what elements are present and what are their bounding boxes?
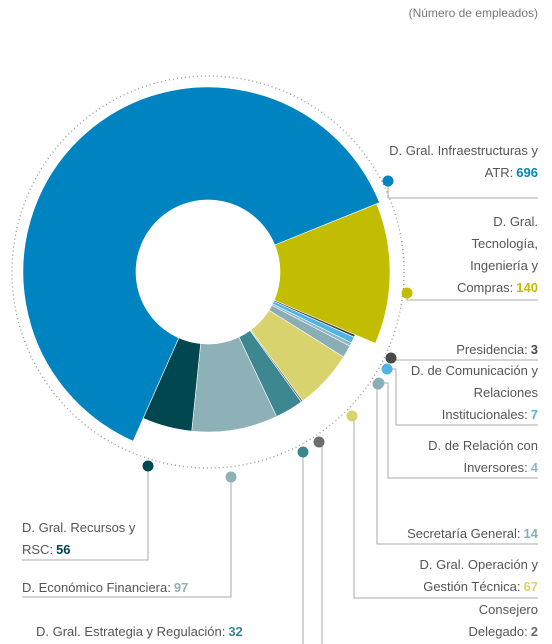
slice-label: D. de Comunicación y Relaciones Instituc…	[388, 360, 538, 426]
slice-label: D. Económico Financiera: 97	[22, 577, 222, 599]
subtitle: (Número de empleados)	[408, 6, 538, 20]
value-label: 4	[530, 460, 538, 475]
label-dot	[225, 471, 237, 483]
slice-label: D. de Relación con Inversores: 4	[398, 435, 538, 479]
value-label: 696	[516, 165, 538, 180]
label-dot	[346, 410, 358, 422]
leader-line	[22, 477, 232, 598]
category-name: D. de Relación con Inversores:	[428, 438, 538, 475]
label-dot	[385, 352, 397, 364]
leader-line	[387, 181, 538, 199]
label-dot	[313, 436, 325, 448]
slice-label: D. Gral. Estrategia y Regulación: 32	[36, 621, 306, 643]
slice-label: Presidencia: 3	[388, 339, 538, 361]
category-name: Secretaría General:	[407, 526, 521, 541]
label-dot	[297, 446, 309, 458]
value-label: 32	[228, 624, 243, 639]
slice-label: D. Gral. Infraestructuras y ATR: 696	[368, 140, 538, 184]
value-label: 140	[516, 280, 538, 295]
value-label: 67	[523, 579, 538, 594]
value-label: 7	[530, 407, 538, 422]
dotted-ring	[11, 75, 405, 469]
label-dot	[401, 287, 413, 299]
leader-line	[319, 441, 323, 644]
value-label: 3	[530, 342, 538, 357]
category-name: D. Gral. Infraestructuras y ATR:	[389, 143, 538, 180]
label-dot	[381, 363, 393, 375]
label-dot	[142, 460, 154, 472]
category-name: Presidencia:	[456, 342, 528, 357]
slice-label: D. Gral. Operación y Gestión Técnica: 67	[388, 554, 539, 598]
slice-label: Secretaría General: 14	[368, 523, 538, 545]
category-name: D. Gral. Operación y Gestión Técnica:	[419, 557, 539, 594]
slice-label: D. Gral. Tecnología, Ingeniería y Compra…	[428, 211, 538, 299]
slice-label: Consejero Delegado: 2	[428, 599, 538, 643]
slice	[142, 337, 201, 432]
slice	[22, 86, 380, 442]
category-name: D. de Comunicación y Relaciones Instituc…	[410, 363, 538, 422]
value-label: 2	[530, 624, 538, 639]
category-name: D. Gral. Recursos y RSC:	[22, 520, 136, 557]
value-label: 97	[173, 580, 189, 595]
category-name: D. Gral. Estrategia y Regulación:	[36, 624, 226, 639]
leader-line	[22, 466, 149, 561]
category-name: Consejero Delegado:	[468, 602, 538, 639]
label-dot	[382, 175, 394, 187]
slice	[273, 203, 391, 344]
slice-label: D. Gral. Recursos y RSC: 56	[22, 517, 142, 561]
category-name: D. Económico Financiera:	[22, 580, 171, 595]
value-label: 14	[523, 526, 538, 541]
value-label: 56	[56, 542, 71, 557]
category-name: D. Gral. Tecnología, Ingeniería y Compra…	[456, 214, 538, 295]
label-dot	[372, 378, 384, 390]
